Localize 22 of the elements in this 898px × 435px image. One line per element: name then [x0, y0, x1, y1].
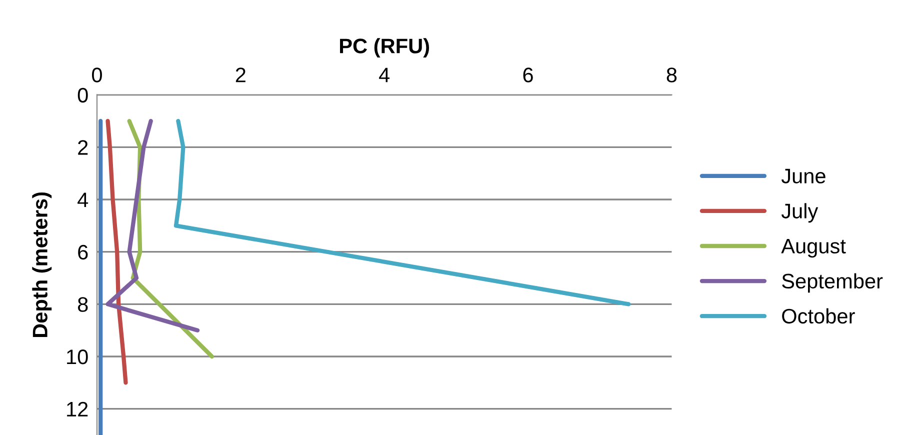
line-series: [106, 118, 200, 332]
y-tick-label: 2: [78, 140, 88, 155]
x-tick-label: 4: [379, 68, 390, 82]
y-tick-label: 0: [78, 88, 88, 103]
x-axis-title: PC (RFU): [340, 38, 430, 58]
legend-label: August: [781, 238, 846, 258]
y-tick-label: 8: [78, 297, 88, 312]
x-tick-label: 6: [523, 68, 533, 82]
legend-label: September: [782, 273, 883, 293]
x-tick-label: 8: [666, 68, 677, 82]
line-series: [174, 118, 631, 306]
legend-label: October: [782, 308, 855, 324]
legend-label: June: [781, 168, 826, 184]
legend-label: July: [781, 203, 818, 223]
y-tick-label: 12: [67, 402, 88, 416]
y-axis-title: Depth (meters): [32, 192, 52, 338]
x-tick-label: 0: [92, 68, 102, 82]
y-tick-label: 6: [78, 244, 88, 260]
x-tick-label: 2: [236, 68, 246, 82]
y-tick-label: 10: [67, 350, 88, 364]
line-series: [106, 118, 128, 385]
y-tick-label: 4: [78, 192, 88, 208]
